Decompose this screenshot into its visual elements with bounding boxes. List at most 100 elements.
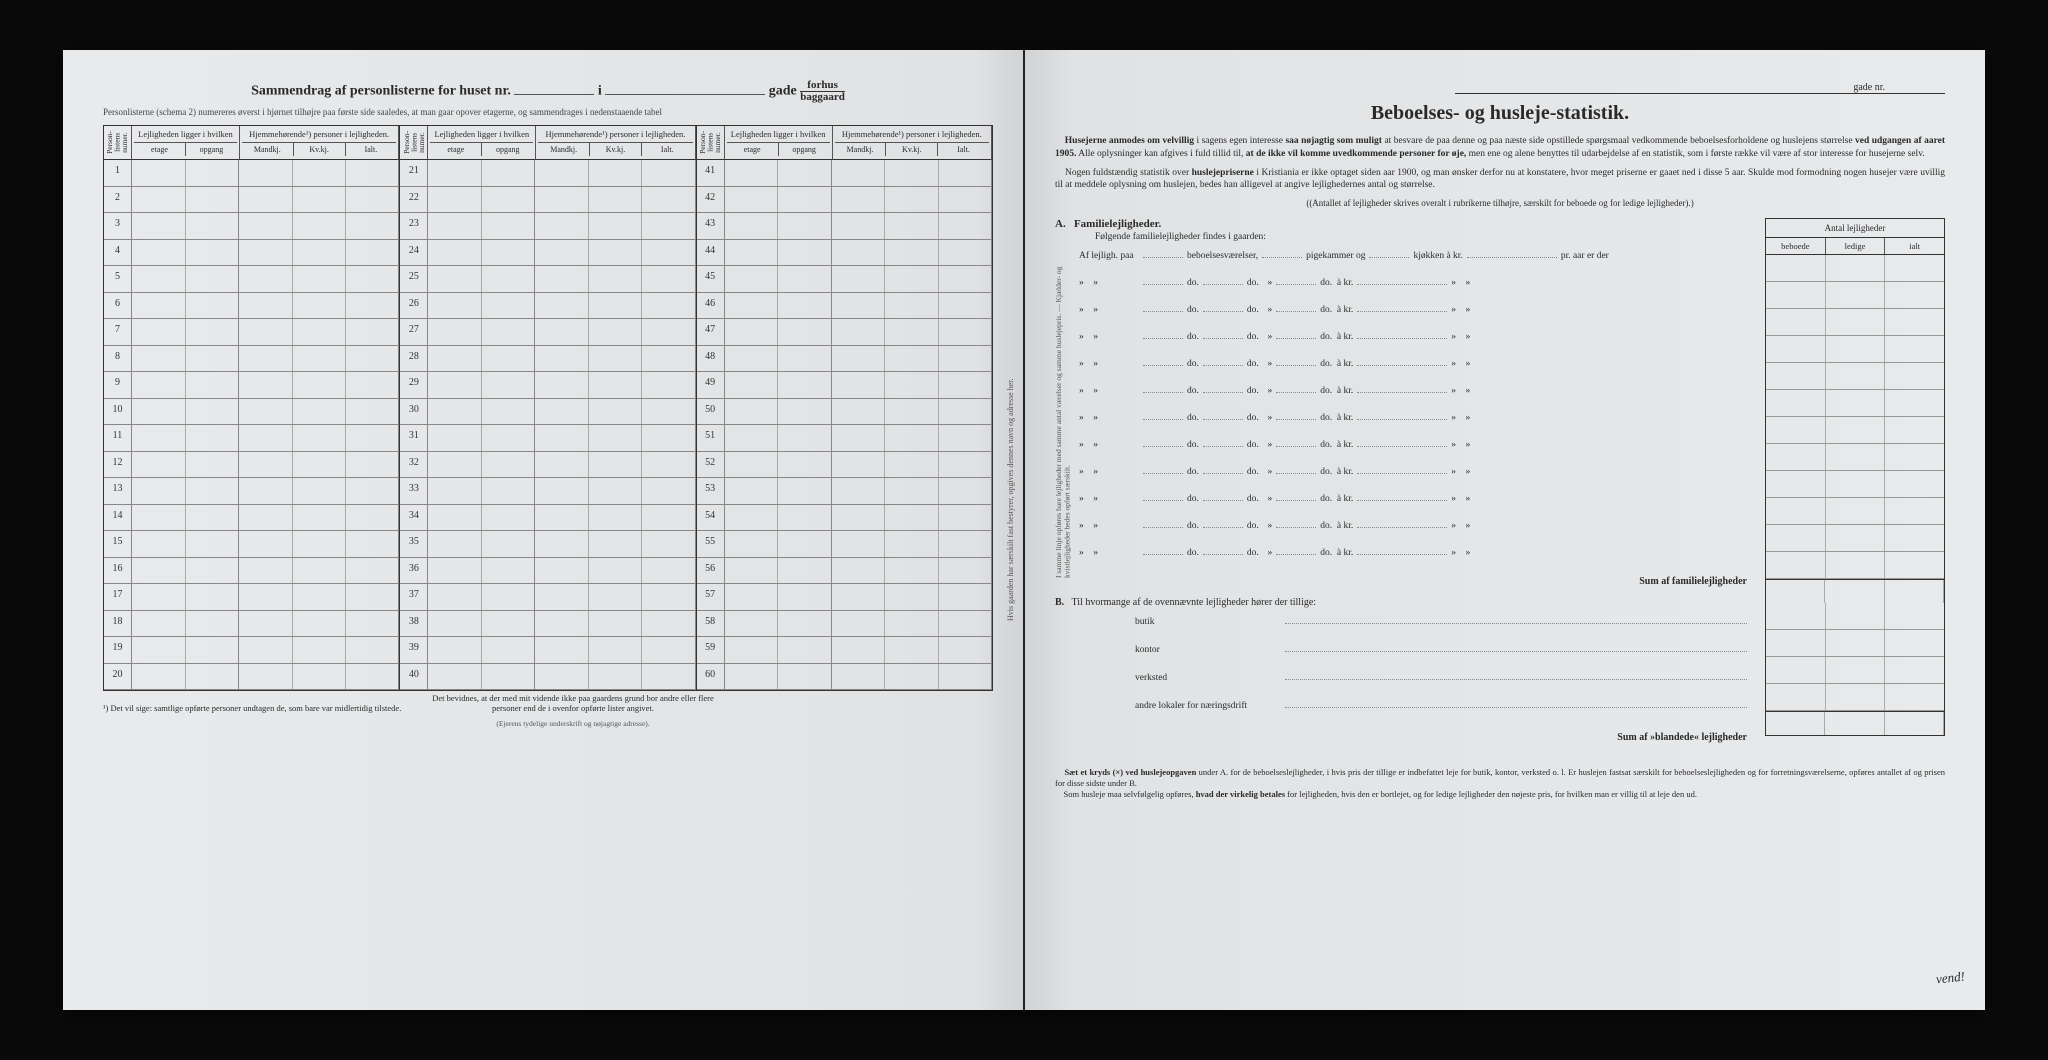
side-row bbox=[1766, 603, 1944, 630]
gade-nr-line: gade nr. bbox=[1455, 80, 1945, 94]
side-row bbox=[1766, 336, 1944, 363]
side-row bbox=[1766, 657, 1944, 684]
side-row bbox=[1766, 552, 1944, 579]
side-row bbox=[1766, 471, 1944, 498]
table-row: 21 bbox=[400, 160, 695, 187]
b-item-row: butik bbox=[1135, 616, 1753, 644]
family-rows: I samme linje opføres bare lejligheder m… bbox=[1055, 248, 1753, 572]
table-row: 45 bbox=[697, 266, 992, 293]
table-row: 28 bbox=[400, 346, 695, 373]
bestyrer-note: Hvis gaarden har særskilt fast bestyrer,… bbox=[1006, 250, 1015, 750]
table-group: Person-listensnumer.Lejligheden ligger i… bbox=[400, 126, 696, 690]
sum-blandede: Sum af »blandede« lejligheder bbox=[1055, 732, 1753, 743]
table-row: 44 bbox=[697, 240, 992, 267]
section-a-subtitle: Følgende familielejligheder findes i gaa… bbox=[1095, 232, 1753, 242]
b-item-row: verksted bbox=[1135, 672, 1753, 700]
table-row: 2 bbox=[104, 187, 399, 214]
footer-instructions: Sæt et kryds (×) ved huslejeopgaven unde… bbox=[1055, 767, 1945, 800]
table-row: 15 bbox=[104, 531, 399, 558]
family-row: » »do.do. »do. à kr.» » bbox=[1079, 545, 1753, 572]
intro-para-2: Nogen fuldstændig statistik over husleje… bbox=[1055, 167, 1945, 193]
side-table-title: Antal lejligheder bbox=[1766, 219, 1944, 238]
table-row: 30 bbox=[400, 399, 695, 426]
family-vertical-note: I samme linje opføres bare lejligheder m… bbox=[1055, 248, 1072, 578]
side-row bbox=[1766, 282, 1944, 309]
b-item-row: andre lokaler for næringsdrift bbox=[1135, 700, 1753, 728]
side-table-header: beboede ledige ialt bbox=[1766, 238, 1944, 255]
table-row: 10 bbox=[104, 399, 399, 426]
table-row: 20 bbox=[104, 664, 399, 691]
table-row: 57 bbox=[697, 584, 992, 611]
section-b-heading: B. Til hvormange af de ovennævnte lejlig… bbox=[1055, 597, 1753, 608]
right-side-column: Antal lejligheder beboede ledige ialt bbox=[1765, 218, 1945, 753]
blank-street bbox=[605, 83, 765, 95]
family-row: » »do.do. »do. à kr.» » bbox=[1079, 410, 1753, 437]
right-body: A. Familielejligheder. Følgende familiel… bbox=[1055, 218, 1945, 753]
table-row: 33 bbox=[400, 478, 695, 505]
table-row: 23 bbox=[400, 213, 695, 240]
table-row: 38 bbox=[400, 611, 695, 638]
table-row: 37 bbox=[400, 584, 695, 611]
left-page: Sammendrag af personlisterne for huset n… bbox=[63, 50, 1023, 1010]
table-row: 1 bbox=[104, 160, 399, 187]
title-mid: i bbox=[598, 84, 602, 99]
side-row bbox=[1766, 255, 1944, 282]
side-row bbox=[1766, 630, 1944, 657]
b-item-row: kontor bbox=[1135, 644, 1753, 672]
sum-family: Sum af familielejligheder bbox=[1055, 576, 1753, 587]
table-row: 52 bbox=[697, 452, 992, 479]
table-row: 53 bbox=[697, 478, 992, 505]
intro-para-1: Husejerne anmodes om velvillig i sagens … bbox=[1055, 135, 1945, 161]
right-title: Beboelses- og husleje-statistik. bbox=[1055, 102, 1945, 125]
table-row: 39 bbox=[400, 637, 695, 664]
right-main-column: A. Familielejligheder. Følgende familiel… bbox=[1055, 218, 1753, 753]
table-row: 31 bbox=[400, 425, 695, 452]
family-row: » »do.do. »do. à kr.» » bbox=[1079, 383, 1753, 410]
table-row: 47 bbox=[697, 319, 992, 346]
table-row: 3 bbox=[104, 213, 399, 240]
table-row: 25 bbox=[400, 266, 695, 293]
table-row: 56 bbox=[697, 558, 992, 585]
person-summary-table: Person-listensnumer.Lejligheden ligger i… bbox=[103, 125, 993, 691]
table-row: 14 bbox=[104, 505, 399, 532]
table-row: 34 bbox=[400, 505, 695, 532]
table-group: Person-listensnumer.Lejligheden ligger i… bbox=[104, 126, 400, 690]
table-row: 24 bbox=[400, 240, 695, 267]
side-sum-b bbox=[1766, 711, 1944, 735]
family-row: » »do.do. »do. à kr.» » bbox=[1079, 356, 1753, 383]
table-row: 55 bbox=[697, 531, 992, 558]
table-row: 51 bbox=[697, 425, 992, 452]
table-row: 46 bbox=[697, 293, 992, 320]
family-row: » »do.do. »do. à kr.» » bbox=[1079, 518, 1753, 545]
left-subtitle: Personlisterne (schema 2) numereres øver… bbox=[103, 107, 993, 117]
table-row: 17 bbox=[104, 584, 399, 611]
document-spread: Sammendrag af personlisterne for huset n… bbox=[63, 50, 1985, 1010]
table-row: 40 bbox=[400, 664, 695, 691]
section-a-heading: A. Familielejligheder. bbox=[1055, 218, 1753, 230]
family-row: » »do.do. »do. à kr.» » bbox=[1079, 491, 1753, 518]
table-row: 26 bbox=[400, 293, 695, 320]
intro-note: ((Antallet af lejligheder skrives overal… bbox=[1055, 198, 1945, 208]
family-row: » »do.do. »do. à kr.» » bbox=[1079, 275, 1753, 302]
left-title: Sammendrag af personlisterne for huset n… bbox=[103, 80, 993, 103]
table-row: 6 bbox=[104, 293, 399, 320]
table-row: 35 bbox=[400, 531, 695, 558]
table-row: 8 bbox=[104, 346, 399, 373]
side-row bbox=[1766, 498, 1944, 525]
table-row: 5 bbox=[104, 266, 399, 293]
side-row bbox=[1766, 309, 1944, 336]
right-page: gade nr. Beboelses- og husleje-statistik… bbox=[1025, 50, 1985, 1010]
table-row: 54 bbox=[697, 505, 992, 532]
table-row: 22 bbox=[400, 187, 695, 214]
table-row: 43 bbox=[697, 213, 992, 240]
antal-lejligheder-table: Antal lejligheder beboede ledige ialt bbox=[1765, 218, 1945, 736]
signature-instruction: (Ejerens tydelige underskrift og nøjagti… bbox=[423, 719, 723, 728]
table-row: 16 bbox=[104, 558, 399, 585]
family-row: » »do.do. »do. à kr.» » bbox=[1079, 437, 1753, 464]
table-row: 50 bbox=[697, 399, 992, 426]
table-row: 49 bbox=[697, 372, 992, 399]
table-row: 58 bbox=[697, 611, 992, 638]
footnote-1: ¹) Det vil sige: samtlige opførte person… bbox=[103, 703, 403, 713]
title-pre: Sammendrag af personlisterne for huset n… bbox=[251, 84, 511, 99]
table-row: 41 bbox=[697, 160, 992, 187]
